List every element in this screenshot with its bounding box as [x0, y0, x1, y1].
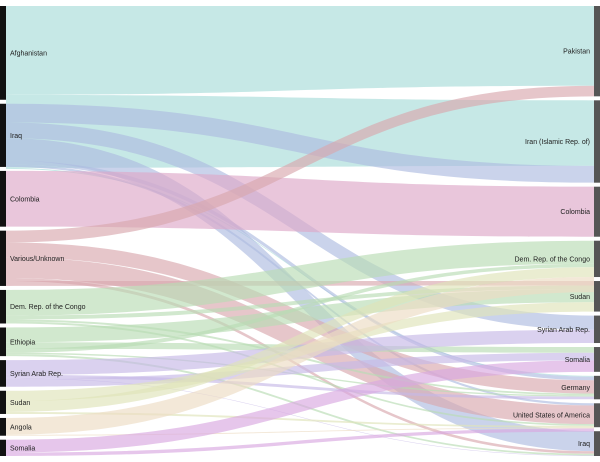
- target-node-germany: [594, 375, 600, 400]
- source-label-somalia: Somalia: [10, 445, 35, 452]
- target-node-iran-islamic-rep-of: [594, 100, 600, 183]
- flow-syrian-arab-rep-to-germany: [6, 374, 594, 400]
- flow-sudan-to-united-states-of-america: [6, 411, 594, 428]
- target-node-united-states-of-america: [594, 403, 600, 428]
- source-node-iraq: [0, 103, 6, 167]
- source-node-various-unknown: [0, 230, 6, 286]
- target-node-sudan: [594, 281, 600, 312]
- flow-dem-rep-of-the-congo-to-united-states-of-america: [6, 321, 594, 426]
- target-node-dem-rep-of-the-congo: [594, 240, 600, 278]
- flow-afghanistan-to-pakistan: [6, 6, 594, 95]
- flow-angola-to-dem-rep-of-the-congo: [6, 277, 594, 435]
- source-node-syrian-arab-rep: [0, 360, 6, 387]
- flow-links: [6, 6, 594, 456]
- source-label-afghanistan: Afghanistan: [10, 50, 47, 57]
- target-node-somalia: [594, 347, 600, 372]
- source-node-dem-rep-of-the-congo: [0, 289, 6, 324]
- target-label-iran-islamic-rep-of: Iran (Islamic Rep. of): [525, 139, 590, 146]
- flow-ethiopia-to-dem-rep-of-the-congo: [6, 263, 594, 353]
- source-node-angola: [0, 417, 6, 436]
- source-node-afghanistan: [0, 6, 6, 100]
- source-label-sudan: Sudan: [10, 400, 30, 407]
- source-label-ethiopia: Ethiopia: [10, 339, 35, 346]
- target-label-germany: Germany: [561, 385, 590, 392]
- target-label-syrian-arab-rep: Syrian Arab Rep.: [537, 327, 590, 334]
- source-node-ethiopia: [0, 327, 6, 357]
- source-node-sudan: [0, 390, 6, 414]
- flow-ethiopia-to-germany: [6, 352, 594, 397]
- target-node-syrian-arab-rep: [594, 315, 600, 344]
- source-node-colombia: [0, 170, 6, 227]
- source-label-angola: Angola: [10, 424, 32, 431]
- target-label-sudan: Sudan: [570, 294, 590, 301]
- target-node-iraq: [594, 431, 600, 456]
- flow-somalia-to-united-states-of-america: [6, 428, 594, 456]
- flow-syrian-arab-rep-to-iraq: [6, 377, 594, 456]
- target-label-pakistan: Pakistan: [563, 49, 590, 56]
- source-label-colombia: Colombia: [10, 196, 40, 203]
- node-bars: [0, 6, 600, 456]
- target-label-somalia: Somalia: [565, 357, 590, 364]
- flow-syrian-arab-rep-to-somalia: [6, 352, 594, 387]
- target-label-dem-rep-of-the-congo: Dem. Rep. of the Congo: [515, 256, 591, 263]
- source-label-iraq: Iraq: [10, 133, 22, 140]
- target-label-colombia: Colombia: [560, 209, 590, 216]
- flow-sudan-to-dem-rep-of-the-congo: [6, 267, 594, 412]
- source-label-various-unknown: Various/Unknown: [10, 256, 64, 263]
- flow-angola-to-united-states-of-america: [6, 427, 594, 436]
- flow-dem-rep-of-the-congo-to-dem-rep-of-the-congo: [6, 240, 594, 316]
- source-label-syrian-arab-rep: Syrian Arab Rep.: [10, 371, 63, 378]
- flow-iraq-to-iraq: [6, 138, 594, 452]
- flow-various-unknown-to-pakistan: [6, 85, 594, 243]
- target-label-united-states-of-america: United States of America: [513, 413, 590, 420]
- node-labels: Afghanistan Iraq Colombia Various/Unknown De…: [10, 49, 590, 453]
- flow-dem-rep-of-the-congo-to-sudan: [6, 285, 594, 320]
- target-node-pakistan: [594, 6, 600, 97]
- flow-somalia-to-somalia: [6, 360, 594, 453]
- target-node-colombia: [594, 186, 600, 237]
- flow-iraq-to-iran-islamic-rep-of: [6, 103, 594, 183]
- target-label-iraq: Iraq: [578, 441, 590, 448]
- source-node-somalia: [0, 439, 6, 456]
- source-label-dem-rep-of-the-congo: Dem. Rep. of the Congo: [10, 304, 86, 311]
